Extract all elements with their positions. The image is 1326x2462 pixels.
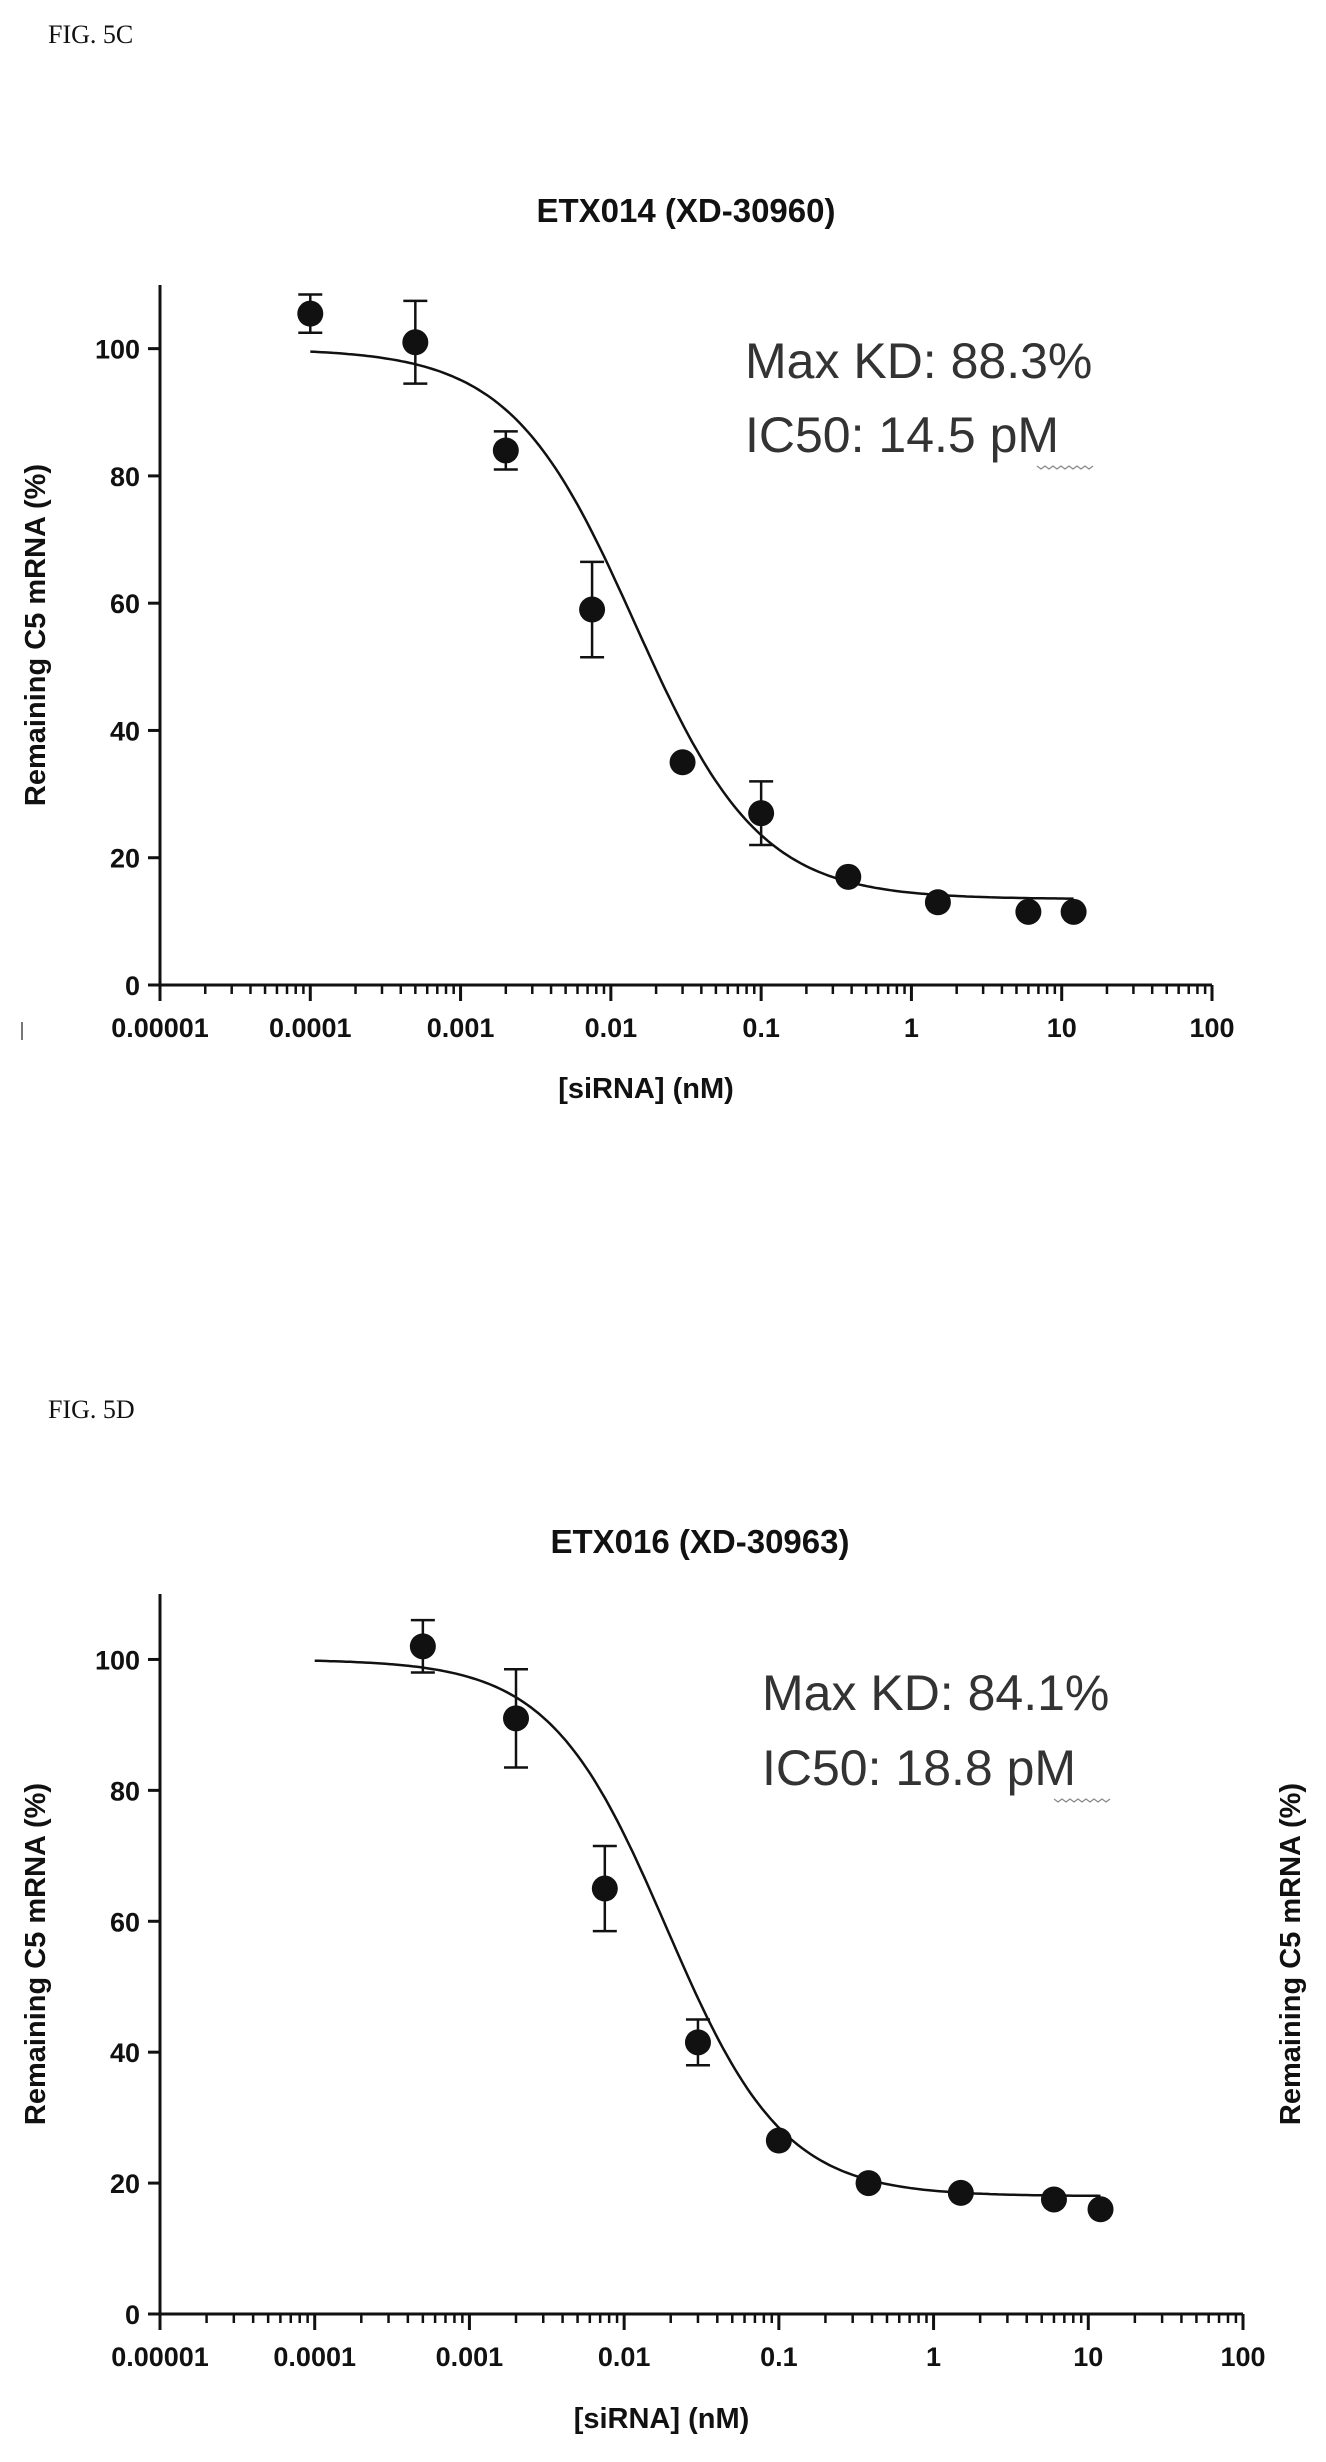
data-point xyxy=(591,1875,618,1902)
x-tick-label: 0.00001 xyxy=(111,2342,209,2372)
chart-title: ETX016 (XD-30963) xyxy=(551,1523,850,1560)
data-point xyxy=(409,1633,436,1660)
data-point xyxy=(402,329,429,356)
data-point xyxy=(855,2170,882,2197)
data-point xyxy=(1040,2186,1067,2213)
x-tick-label: 1 xyxy=(926,2342,941,2372)
data-point xyxy=(1087,2196,1114,2223)
max-kd-annotation: Max KD: 88.3% xyxy=(745,333,1092,389)
y-tick-label: 0 xyxy=(125,2300,140,2330)
x-tick-label: 0.0001 xyxy=(269,1013,352,1043)
data-point xyxy=(579,596,606,623)
data-point xyxy=(1015,898,1042,925)
figure-label-5c: FIG. 5C xyxy=(48,20,134,49)
x-tick-label: 0.01 xyxy=(585,1013,638,1043)
y-tick-label: 100 xyxy=(95,335,140,365)
y-tick-label: 20 xyxy=(110,2169,140,2199)
data-point xyxy=(765,2127,792,2154)
data-point xyxy=(503,1705,530,1732)
y-tick-label: 40 xyxy=(110,716,140,746)
y-axis-label: Remaining C5 mRNA (%) xyxy=(20,464,52,806)
data-point xyxy=(835,863,862,890)
x-tick-label: 100 xyxy=(1189,1013,1234,1043)
x-tick-label: 0.0001 xyxy=(273,2342,356,2372)
data-point xyxy=(669,749,696,776)
ic50-annotation: IC50: 18.8 pM xyxy=(762,1740,1076,1796)
y-tick-label: 40 xyxy=(110,2038,140,2068)
y-tick-label: 60 xyxy=(110,1907,140,1937)
spellcheck-squiggle xyxy=(1053,1798,1111,1803)
data-point xyxy=(924,889,951,916)
chart-2: ETX016 (XD-30963) 0 20 40 60 80 100 0.00001 0.00… xyxy=(20,1523,1307,2435)
max-kd-annotation: Max KD: 84.1% xyxy=(762,1665,1109,1721)
data-point xyxy=(748,800,775,827)
x-axis-label: [siRNA] (nM) xyxy=(558,1073,734,1105)
spellcheck-squiggle xyxy=(1036,465,1094,470)
x-tick-label: 0.001 xyxy=(436,2342,504,2372)
y-tick-label: 100 xyxy=(95,1645,140,1675)
ic50-annotation: IC50: 14.5 pM xyxy=(745,407,1059,463)
x-tick-label: 100 xyxy=(1220,2342,1265,2372)
y-axis-label: Remaining C5 mRNA (%) xyxy=(20,1783,52,2125)
y-tick-label: 60 xyxy=(110,589,140,619)
x-tick-label: 0.1 xyxy=(742,1013,780,1043)
chart-1: ETX014 (XD-30960) 0 20 40 60 80 100 0.00001 0.00… xyxy=(20,192,1235,1105)
x-tick-label: 1 xyxy=(904,1013,919,1043)
data-point xyxy=(1060,898,1087,925)
x-tick-label: 0.1 xyxy=(760,2342,798,2372)
y-tick-label: 80 xyxy=(110,1776,140,1806)
y-axis-label-right: Remaining C5 mRNA (%) xyxy=(1275,1783,1307,2125)
y-tick-label: 0 xyxy=(125,971,140,1001)
x-axis-label: [siRNA] (nM) xyxy=(574,2403,750,2435)
x-tick-label: 0.01 xyxy=(598,2342,651,2372)
chart-title: ETX014 (XD-30960) xyxy=(537,192,836,229)
x-tick-label: 0.001 xyxy=(427,1013,495,1043)
data-point xyxy=(297,300,324,327)
data-point xyxy=(947,2179,974,2206)
x-tick-label: 10 xyxy=(1073,2342,1103,2372)
data-point xyxy=(492,437,519,464)
figure-label-5d: FIG. 5D xyxy=(48,1395,135,1424)
y-tick-label: 80 xyxy=(110,462,140,492)
x-tick-label: 10 xyxy=(1047,1013,1077,1043)
data-point xyxy=(684,2029,711,2056)
x-tick-label: 0.00001 xyxy=(111,1013,209,1043)
y-tick-label: 20 xyxy=(110,844,140,874)
